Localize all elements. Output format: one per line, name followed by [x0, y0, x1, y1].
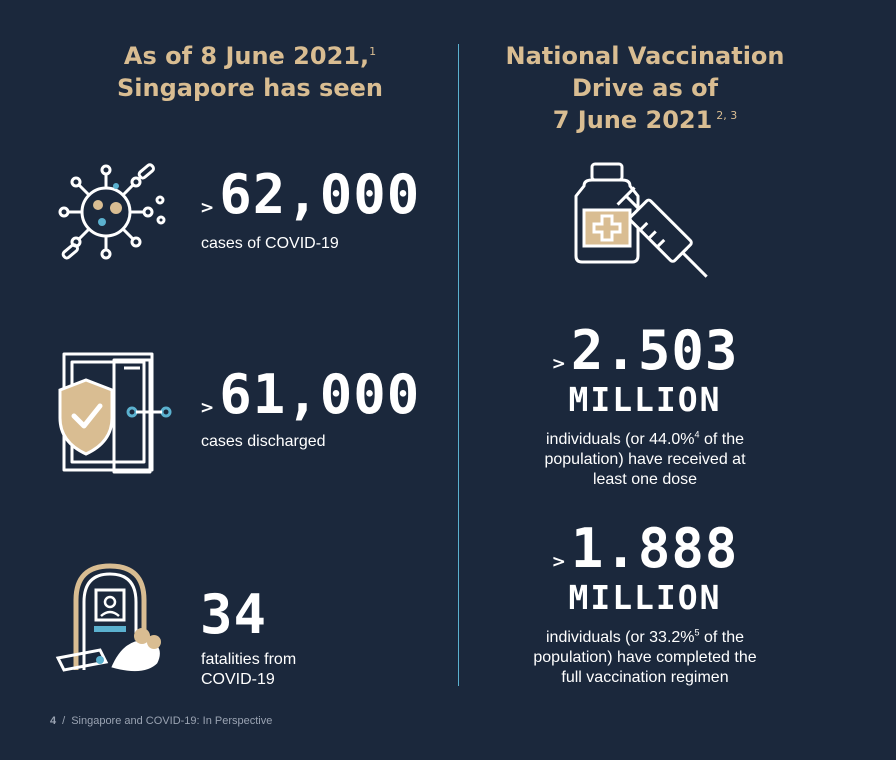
- left-heading-line1: As of 8 June 2021,: [123, 42, 370, 70]
- stat-fatalities-caption-line1: fatalities from: [201, 651, 297, 668]
- stat-cases-value: >62,000: [200, 168, 420, 235]
- stat-fatalities-number: 34: [200, 583, 268, 646]
- stat-discharged-prefix: >: [200, 398, 216, 418]
- footer-separator: /: [62, 715, 66, 727]
- stat-discharged-value: >61,000: [200, 368, 420, 435]
- memorial-icon: [55, 563, 162, 674]
- left-heading-line2: Singapore has seen: [117, 74, 383, 102]
- stat-first-dose-ref: 4: [694, 429, 700, 440]
- stat-cases-prefix: >: [200, 198, 216, 218]
- stat-full-vaccination-line3: full vaccination regimen: [561, 669, 729, 686]
- left-heading-ref: 1: [369, 45, 377, 58]
- stat-full-vaccination-line1a: individuals (or 33.2%: [545, 629, 695, 646]
- stat-full-vaccination-number: 1.888: [570, 517, 739, 580]
- stat-first-dose-line2: population) have received at: [544, 451, 746, 468]
- footer-title: Singapore and COVID-19: In Perspective: [71, 715, 273, 727]
- page-number: 4: [50, 715, 57, 727]
- stat-fatalities-value: 34: [200, 588, 267, 642]
- stat-first-dose-value: >2.503: [470, 324, 820, 391]
- shield-door-icon: [58, 352, 172, 474]
- vaccine-syringe-icon: [574, 162, 708, 278]
- stat-cases-number: 62,000: [219, 163, 421, 226]
- virus-icon: [58, 163, 166, 260]
- stat-first-dose-line3: least one dose: [592, 471, 698, 488]
- stat-first-dose-line1b: of the: [699, 431, 745, 448]
- right-heading-ref: 2, 3: [716, 109, 738, 122]
- stat-full-vaccination-prefix: >: [551, 552, 567, 572]
- page-footer: 4 / Singapore and COVID-19: In Perspective: [50, 715, 272, 727]
- stat-fatalities-caption: fatalities from COVID-19: [201, 650, 296, 690]
- stat-full-vaccination-ref: 5: [694, 627, 700, 638]
- right-heading-line1: National Vaccination: [505, 42, 785, 70]
- stat-full-vaccination-line2: population) have completed the: [533, 649, 757, 666]
- stat-discharged-number: 61,000: [219, 363, 421, 426]
- stat-first-dose-prefix: >: [551, 354, 567, 374]
- stat-full-vaccination-line1b: of the: [699, 629, 745, 646]
- stat-first-dose-number: 2.503: [570, 319, 739, 382]
- left-heading: As of 8 June 2021,1 Singapore has seen: [60, 40, 440, 104]
- column-divider: [458, 44, 459, 686]
- right-heading-line2: Drive as of: [571, 74, 719, 102]
- stat-discharged-caption: cases discharged: [201, 433, 326, 450]
- stat-cases-caption: cases of COVID-19: [201, 235, 339, 252]
- right-heading: National Vaccination Drive as of 7 June …: [470, 40, 820, 136]
- stat-first-dose-line1a: individuals (or 44.0%: [545, 431, 695, 448]
- stat-first-dose-unit: MILLION: [568, 380, 722, 419]
- stat-full-vaccination-unit: MILLION: [568, 578, 722, 617]
- right-heading-line3: 7 June 2021: [552, 106, 713, 134]
- stat-full-vaccination-value: >1.888: [470, 522, 820, 589]
- stat-fatalities-caption-line2: COVID-19: [201, 671, 275, 688]
- stat-full-vaccination-caption: individuals (or 33.2%5 of the population…: [470, 628, 820, 688]
- stat-first-dose-caption: individuals (or 44.0%4 of the population…: [470, 430, 820, 490]
